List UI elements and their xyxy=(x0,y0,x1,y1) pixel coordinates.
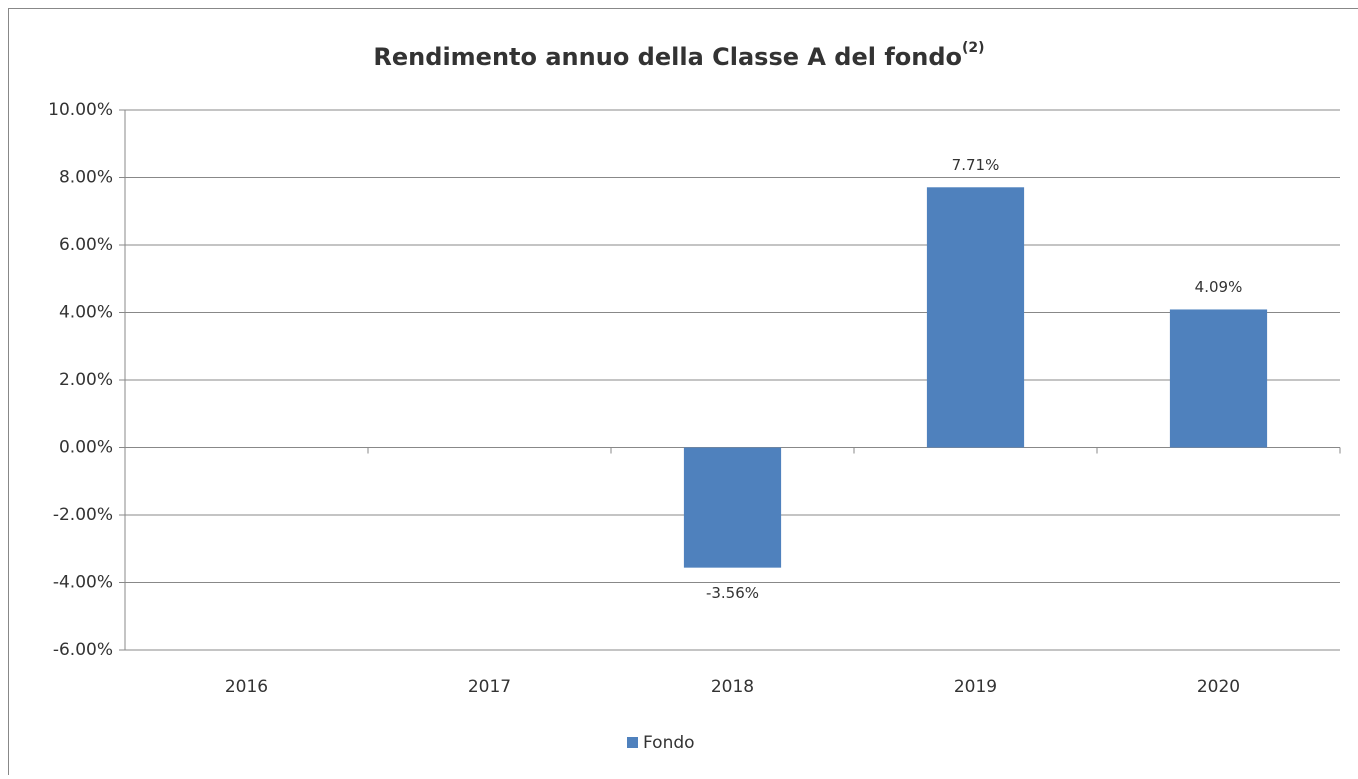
bar xyxy=(1170,309,1267,447)
y-tick-label: 2.00% xyxy=(59,370,113,390)
bar xyxy=(927,187,1024,447)
y-tick-label: -4.00% xyxy=(53,573,113,593)
y-tick-label: 4.00% xyxy=(59,303,113,323)
legend-label: Fondo xyxy=(643,733,695,753)
chart-title: Rendimento annuo della Classe A del fond… xyxy=(373,43,962,71)
chart-title-superscript: (2) xyxy=(962,40,985,56)
value-label: -3.56% xyxy=(706,584,759,602)
value-label: 4.09% xyxy=(1195,278,1243,296)
bar xyxy=(684,448,781,568)
y-tick-label: 10.00% xyxy=(48,100,113,120)
x-tick-label: 2018 xyxy=(711,677,754,697)
y-tick-label: 0.00% xyxy=(59,438,113,458)
x-tick-label: 2020 xyxy=(1197,677,1240,697)
y-tick-label: 8.00% xyxy=(59,168,113,188)
x-tick-label: 2016 xyxy=(225,677,268,697)
y-tick-label: -2.00% xyxy=(53,505,113,525)
x-tick-label: 2019 xyxy=(954,677,997,697)
chart-frame xyxy=(9,9,1358,776)
y-tick-label: 6.00% xyxy=(59,235,113,255)
x-tick-label: 2017 xyxy=(468,677,511,697)
chart-title-group: Rendimento annuo della Classe A del fond… xyxy=(373,40,984,71)
value-label: 7.71% xyxy=(952,156,1000,174)
y-tick-label: -6.00% xyxy=(53,640,113,660)
legend-swatch xyxy=(627,737,638,748)
